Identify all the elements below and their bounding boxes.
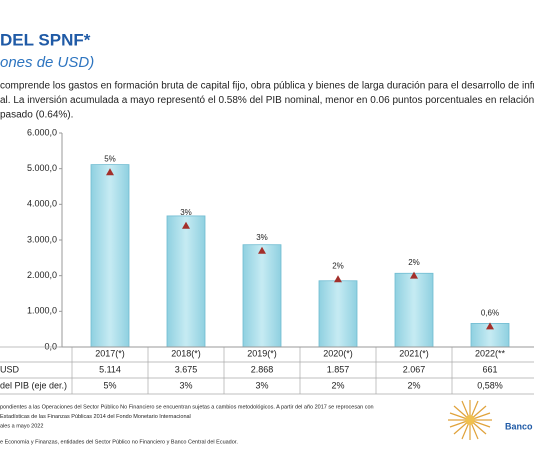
table-cell: 3% [255,380,268,390]
source: e Economía y Finanzas, entidades del Sec… [0,439,238,445]
description-line: comprende los gastos en formación bruta … [0,81,534,92]
data-label: 0,6% [481,308,499,317]
data-label: 2% [408,258,420,267]
data-label: 5% [104,154,116,163]
marker [410,271,418,279]
table-cell: 5.114 [99,364,121,374]
table-cell: 3.675 [175,364,198,374]
bar [90,164,130,348]
description-line: pasado (0.64%). [0,110,73,121]
table-cell: 661 [482,364,497,374]
table-cell: 2% [331,380,344,390]
table-cell: 1.857 [327,364,350,374]
footnote: ales a mayo 2022 [0,423,43,429]
bar [318,280,358,348]
bar [394,272,434,348]
y-tick-label: 6.000,0 [27,127,57,137]
description-line: al. La inversión acumulada a mayo repres… [0,95,534,106]
bar [166,215,206,348]
title: DEL SPNF* [0,30,91,49]
data-label: 3% [256,233,268,242]
footnote: pondientes a las Operaciones del Sector … [0,404,374,410]
data-label: 3% [180,208,192,217]
y-tick-label: 2.000,0 [27,270,57,280]
table-cell: 5% [103,380,116,390]
table-cell: 3% [179,380,192,390]
y-tick-label: 4.000,0 [27,199,57,209]
data-label: 2% [332,261,344,270]
y-tick-label: 3.000,0 [27,234,57,244]
row-header: USD [0,364,20,374]
y-tick-label: 0,0 [44,341,57,351]
y-tick-label: 1.000,0 [27,306,57,316]
marker [486,322,494,330]
marker [182,221,190,229]
x-tick-label: 2022(** [475,348,506,358]
marker [334,275,342,283]
x-tick-label: 2017(*) [95,348,125,358]
table-cell: 0,58% [477,380,503,390]
marker [258,246,266,254]
x-tick-label: 2019(*) [247,348,277,358]
x-tick-label: 2020(*) [323,348,353,358]
row-header: del PIB (eje der.) [0,380,67,390]
table-cell: 2% [407,380,420,390]
table-cell: 2.868 [251,364,274,374]
logo: Banco [448,400,533,440]
logo-text: Banco [505,421,533,431]
table-cell: 2.067 [403,364,426,374]
y-tick-label: 5.000,0 [27,163,57,173]
subtitle: ones de USD) [0,54,94,71]
x-tick-label: 2021(*) [399,348,429,358]
bar [242,244,282,348]
marker [106,168,114,176]
footnote: Estadísticas de las Finanzas Públicas 20… [0,414,191,420]
x-tick-label: 2018(*) [171,348,201,358]
